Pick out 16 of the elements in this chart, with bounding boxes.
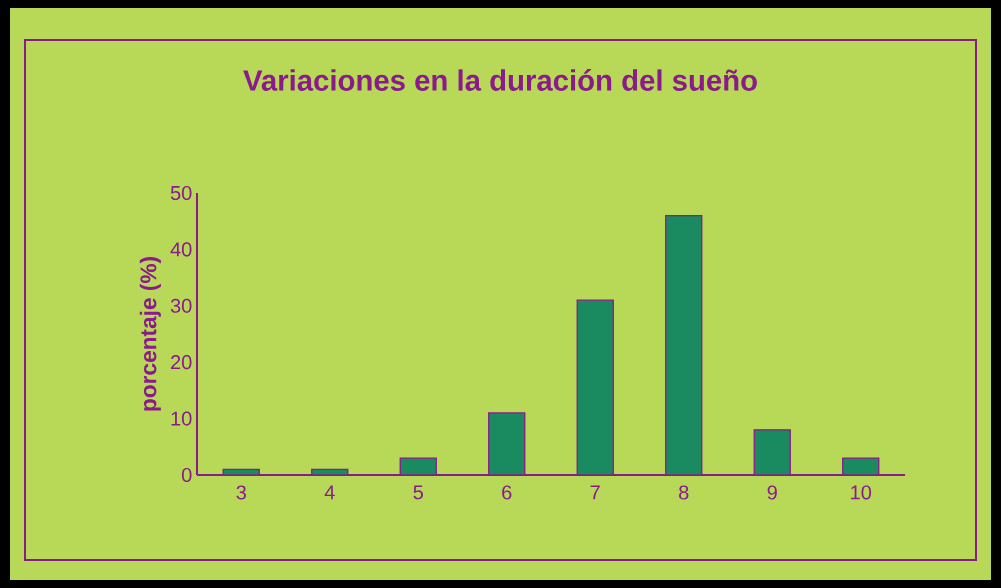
y-tick-label: 30 (170, 298, 192, 313)
x-tick-label: 6 (502, 485, 512, 500)
x-tick-label: 9 (767, 485, 777, 500)
y-tick-label: 10 (171, 411, 192, 426)
x-tick-label: 4 (324, 485, 335, 500)
chart-title: Variaciones en la duración del sueño (243, 69, 757, 91)
y-tick-label: 20 (171, 355, 192, 370)
x-tick-label: 8 (679, 485, 689, 500)
y-tick-label: 50 (170, 185, 192, 201)
y-tick-label: 40 (170, 242, 192, 257)
y-tick-label: 0 (181, 467, 192, 483)
x-tick-label: 7 (590, 485, 600, 500)
y-axis-title: porcentaje (%) (139, 257, 161, 411)
x-tick-label: 10 (851, 485, 872, 500)
x-tick-label: 5 (413, 485, 423, 500)
x-tick-label: 3 (236, 485, 246, 500)
